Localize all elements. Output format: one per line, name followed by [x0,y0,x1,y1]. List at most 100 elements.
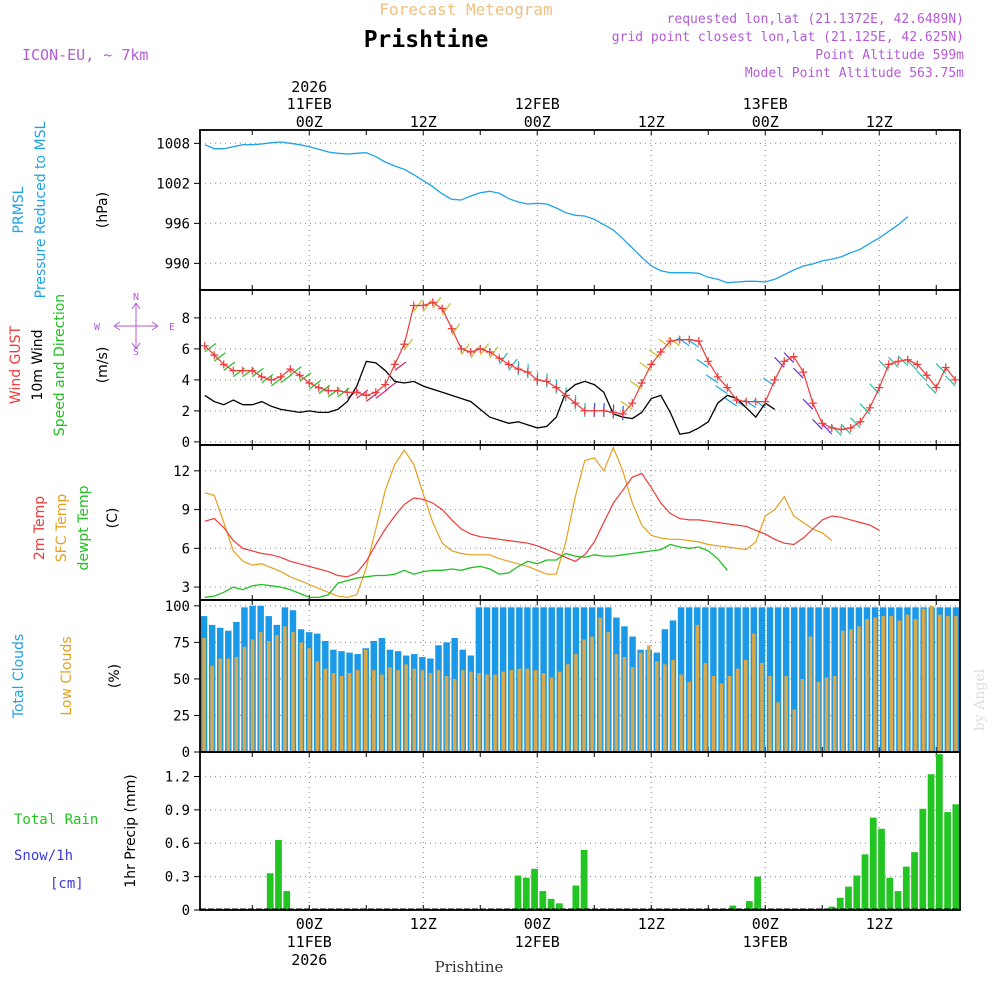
rain-bar [919,808,927,910]
gust-marker [951,375,960,384]
panel-clouds: 0 25 50 75 100 Total Clouds Low Clouds (%) [11,599,960,761]
y-tick-label: 0 [182,435,190,451]
low-cloud-bar [566,664,570,752]
wind-arrow [774,356,785,368]
low-cloud-bar [460,670,465,752]
gust-marker [732,396,741,405]
gust-marker [770,375,779,384]
watermark: by Angel [972,668,988,731]
low-cloud-bar [517,668,522,752]
gust-marker [837,425,846,434]
wind-arrow [907,359,918,371]
rain-bar [539,891,547,910]
low-cloud-bar [727,676,732,752]
gust-marker [238,366,247,375]
gust-marker [590,406,599,415]
compass-n: N [133,292,139,303]
requested-coords: requested lon,lat (21.1372E, 42.6489N) [667,12,964,27]
gust-marker [343,388,352,397]
panel-frame [199,444,961,601]
low-cloud-bar [719,683,724,752]
grid-point-coords: grid point closest lon,lat (21.125E, 42.… [612,30,964,45]
wind-arrow [508,358,518,371]
gust-marker [618,410,627,418]
low-cloud-bar [525,668,530,752]
gust-marker [742,397,751,406]
wind-arrow [460,343,470,356]
wind-arrow [280,373,293,384]
y-tick-label: 12 [173,464,190,480]
low-cloud-bar [347,673,352,752]
wind-arrow [812,418,823,430]
low-cloud-bar [614,654,619,752]
axis-label: (C) [105,508,121,529]
low-cloud-bar [800,678,805,752]
rain-bar [886,877,894,910]
top-year-label: 2026 [291,78,327,96]
low-cloud-bar [477,673,481,752]
location-title: Prishtine [364,27,489,53]
gust-marker [846,423,855,432]
gust-marker [257,372,266,381]
y-tick-label: 100 [165,599,190,615]
gust-marker [276,372,285,381]
gust-marker [761,397,770,406]
y-tick-label: 6 [182,342,190,358]
y-tick-label: 1.2 [165,769,190,785]
total-cloud-bar [815,607,822,752]
compass-s: S [133,347,139,358]
footer-location: Prishtine [435,958,504,976]
rain-bar [572,885,580,910]
low-cloud-bar [380,674,384,752]
low-cloud-bar [776,702,780,752]
low-cloud-bar [735,668,740,752]
low-cloud-bar [549,677,554,752]
gust-marker [552,383,561,392]
top-hour-label: 12Z [410,113,437,131]
low-cloud-bar [258,632,263,752]
low-cloud-bar [242,646,247,752]
gust-marker [780,357,789,366]
label-snow: Snow/1h [14,848,73,864]
rain-bar [911,852,918,910]
label-total-rain: Total Rain [14,812,98,828]
gust-marker [751,397,760,406]
low-cloud-bar [412,668,417,752]
low-cloud-bar [420,670,425,752]
wind-arrow [498,352,508,365]
wind-arrow [821,423,833,435]
low-cloud-bar [372,670,376,752]
gust-marker [400,340,409,349]
rain-bar [514,875,522,910]
gust-marker [856,417,865,426]
gust-marker [533,375,542,384]
gust-marker [666,337,675,346]
low-cloud-bar [938,614,942,752]
panel-pressure: 990 996 1002 1008 PRMSL Pressure Reduced to M… [11,121,960,298]
low-cloud-bar [541,673,546,752]
total-cloud-bar [685,607,693,752]
bottom-hour-label: 12Z [410,915,437,933]
gust-marker [504,360,513,369]
y-tick-label: 8 [182,311,190,327]
low-cloud-bar [873,617,877,752]
gust-marker [580,406,589,415]
gust-marker [523,368,532,377]
rain-bar [555,903,563,910]
gust-marker [495,354,504,363]
low-cloud-bar [816,681,821,752]
wind-arrow [916,370,928,382]
gust-marker [267,375,276,384]
panel-temperature: 3 6 9 12 2m Temp SFC Temp dewpt Temp (C) [32,445,960,600]
rain-bar [927,774,935,910]
rain-bar [266,873,274,910]
top-hour-label: 12Z [638,113,665,131]
low-cloud-bar [695,624,700,752]
rain-bar [531,868,538,910]
compass-w: W [94,322,101,333]
y-tick-label: 75 [173,635,190,651]
gust-marker [808,399,817,408]
low-cloud-bar [784,676,788,752]
gust-marker [466,348,475,356]
rain-bar [729,905,737,910]
